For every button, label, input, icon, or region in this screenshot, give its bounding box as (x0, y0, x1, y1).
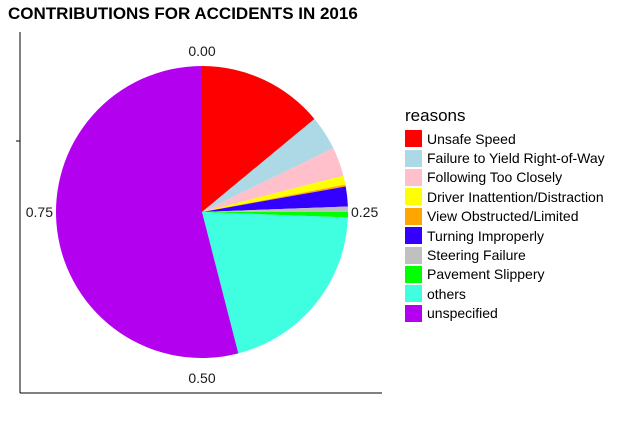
legend-item-pavement-slippery: Pavement Slippery (405, 265, 605, 284)
legend-title: reasons (405, 106, 466, 125)
pie-slice-unsafe-speed (202, 66, 315, 212)
legend-item-others: others (405, 284, 605, 303)
legend-label: others (427, 285, 466, 302)
legend-label: Driver Inattention/Distraction (427, 188, 604, 205)
theta-tick-0: 0.00 (188, 43, 215, 59)
legend-swatch (405, 188, 422, 206)
legend-swatch (405, 207, 422, 225)
theta-tick-labels: 0.00 0.25 0.50 0.75 (26, 43, 379, 386)
pie-slice-failure-to-yield-right-of-way (202, 118, 334, 212)
legend-item-unspecified: unspecified (405, 304, 605, 323)
pie-slice-view-obstructed-limited (202, 184, 346, 212)
legend-item-unsafe-speed: Unsafe Speed (405, 129, 605, 148)
pie-slice-turning-improperly (202, 186, 348, 212)
legend-label: Turning Improperly (427, 227, 544, 244)
legend-label: Failure to Yield Right-of-Way (427, 150, 605, 167)
legend-swatch (405, 265, 422, 283)
legend-label: Following Too Closely (427, 169, 563, 186)
legend: reasons Unsafe Speed Failure to Yield Rig… (405, 106, 605, 323)
legend-label: Steering Failure (427, 247, 526, 264)
legend-item-following-too-closely: Following Too Closely (405, 168, 605, 187)
legend-swatch (405, 285, 422, 303)
pie-slice-steering-failure (202, 206, 349, 212)
legend-label: Unsafe Speed (427, 130, 516, 147)
pie-slice-following-too-closely (202, 148, 344, 212)
legend-label: View Obstructed/Limited (427, 208, 579, 225)
legend-swatch (405, 149, 422, 167)
pie-slices (55, 66, 349, 358)
pie-slice-driver-inattention-distraction (202, 175, 346, 212)
legend-swatch (405, 304, 422, 322)
legend-item-turning-improperly: Turning Improperly (405, 226, 605, 245)
theta-tick-3: 0.75 (26, 204, 53, 220)
legend-item-driver-inattention-distraction: Driver Inattention/Distraction (405, 187, 605, 206)
legend-swatch (405, 130, 422, 148)
legend-swatch (405, 246, 422, 264)
theta-tick-1: 0.25 (351, 204, 378, 220)
pie-slice-pavement-slippery (202, 212, 349, 218)
legend-label: Pavement Slippery (427, 266, 545, 283)
legend-item-failure-to-yield-right-of-way: Failure to Yield Right-of-Way (405, 148, 605, 167)
legend-item-steering-failure: Steering Failure (405, 245, 605, 264)
legend-swatch (405, 168, 422, 186)
pie-slice-others (202, 212, 348, 354)
pie-slice-unspecified (55, 66, 239, 358)
legend-items: Unsafe Speed Failure to Yield Right-of-Wa… (405, 129, 605, 323)
theta-tick-2: 0.50 (188, 370, 215, 386)
legend-item-view-obstructed-limited: View Obstructed/Limited (405, 207, 605, 226)
legend-label: unspecified (427, 305, 498, 322)
chart-title: CONTRIBUTIONS FOR ACCIDENTS IN 2016 (8, 4, 358, 23)
legend-swatch (405, 227, 422, 245)
